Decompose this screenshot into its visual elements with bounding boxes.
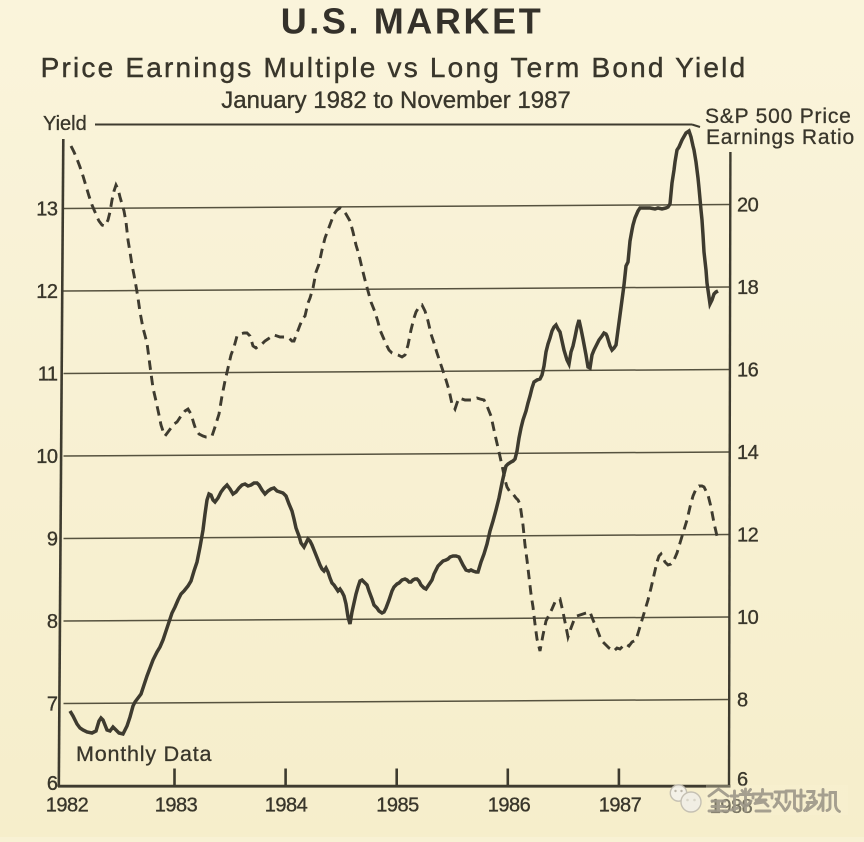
svg-text:9: 9: [47, 529, 58, 551]
svg-text:12: 12: [737, 525, 759, 547]
svg-text:1982: 1982: [46, 795, 89, 817]
svg-text:1985: 1985: [376, 795, 419, 817]
svg-text:Monthly Data: Monthly Data: [76, 742, 212, 766]
svg-text:10: 10: [737, 607, 759, 629]
svg-text:S&P 500 Price: S&P 500 Price: [705, 105, 852, 128]
svg-text:18: 18: [737, 277, 759, 299]
svg-text:11: 11: [38, 364, 58, 386]
svg-text:10: 10: [36, 446, 58, 468]
svg-text:8: 8: [737, 690, 748, 712]
svg-text:Earnings Ratio: Earnings Ratio: [706, 126, 855, 149]
svg-text:20: 20: [737, 195, 759, 217]
svg-text:8: 8: [47, 611, 58, 633]
svg-text:1987: 1987: [599, 795, 642, 817]
svg-text:January 1982 to November 1987: January 1982 to November 1987: [221, 87, 571, 114]
svg-text:Yield: Yield: [43, 113, 87, 135]
svg-text:1983: 1983: [155, 795, 198, 817]
svg-text:12: 12: [36, 281, 58, 303]
svg-text:14: 14: [737, 442, 759, 464]
svg-text:U.S. MARKET: U.S. MARKET: [281, 1, 544, 42]
svg-text:6: 6: [47, 773, 58, 795]
svg-text:1984: 1984: [265, 795, 308, 817]
svg-text:Price Earnings Multiple vs Lon: Price Earnings Multiple vs Long Term Bon…: [41, 52, 748, 83]
svg-text:1986: 1986: [488, 795, 531, 817]
svg-text:6: 6: [737, 769, 748, 791]
svg-text:13: 13: [36, 199, 58, 221]
svg-text:16: 16: [737, 360, 759, 382]
svg-text:7: 7: [47, 694, 58, 716]
